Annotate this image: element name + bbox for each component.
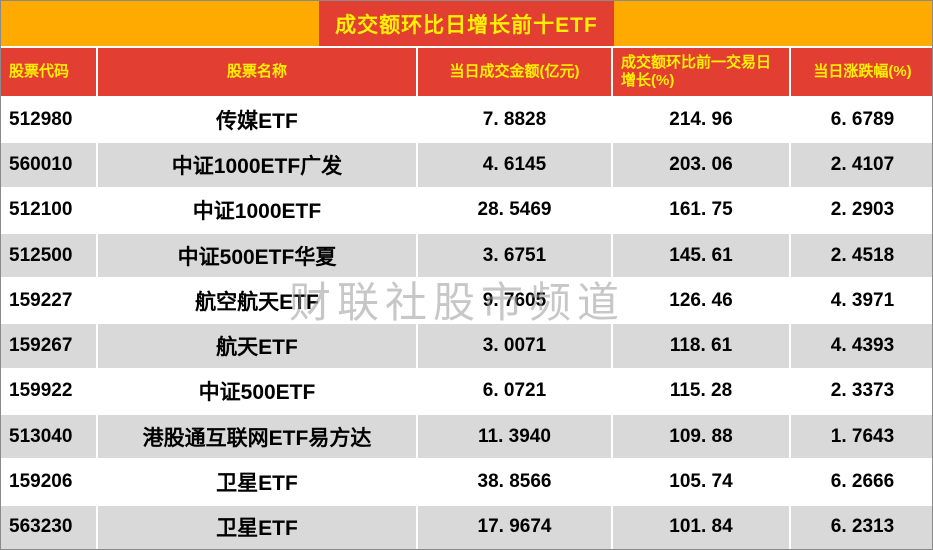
cell-name: 航天ETF <box>98 324 416 368</box>
cell-code: 512980 <box>1 98 96 142</box>
cell-change: 2. 3373 <box>791 369 932 414</box>
cell-change: 6. 6789 <box>791 98 932 142</box>
cell-amount: 7. 8828 <box>418 98 611 142</box>
table-row: 159206 卫星ETF 38. 8566 105. 74 6. 2666 <box>1 460 932 504</box>
cell-change: 2. 2903 <box>791 188 932 232</box>
header-change-pct: 当日涨跌幅(%) <box>791 48 932 96</box>
header-stock-code: 股票代码 <box>1 48 96 96</box>
cell-change: 2. 4518 <box>791 233 932 278</box>
cell-amount: 28. 5469 <box>418 188 611 232</box>
cell-growth: 214. 96 <box>613 98 789 142</box>
table-row: 560010 中证1000ETF广发 4. 6145 203. 06 2. 41… <box>1 143 932 187</box>
cell-code: 513040 <box>1 415 96 459</box>
page-title: 成交额环比日增长前十ETF <box>335 13 598 37</box>
header-daily-amount: 当日成交金额(亿元) <box>418 48 611 96</box>
cell-change: 6. 2666 <box>791 460 932 504</box>
cell-growth: 145. 61 <box>613 233 789 278</box>
cell-change: 1. 7643 <box>791 415 932 459</box>
cell-amount: 9. 7605 <box>418 279 611 323</box>
table-row: 512500 中证500ETF华夏 3. 6751 145. 61 2. 451… <box>1 233 932 278</box>
cell-amount: 3. 0071 <box>418 324 611 368</box>
cell-code: 159267 <box>1 324 96 368</box>
header-growth-pct: 成交额环比前一交易日增长(%) <box>613 48 789 96</box>
cell-amount: 38. 8566 <box>418 460 611 504</box>
cell-code: 512100 <box>1 188 96 232</box>
cell-code: 560010 <box>1 143 96 187</box>
cell-name: 港股通互联网ETF易方达 <box>98 415 416 459</box>
table-row: 159922 中证500ETF 6. 0721 115. 28 2. 3373 <box>1 369 932 414</box>
cell-name: 中证1000ETF <box>98 188 416 232</box>
cell-growth: 161. 75 <box>613 188 789 232</box>
cell-amount: 17. 9674 <box>418 505 611 549</box>
cell-name: 航空航天ETF <box>98 279 416 323</box>
cell-name: 中证1000ETF广发 <box>98 143 416 187</box>
cell-growth: 203. 06 <box>613 143 789 187</box>
cell-name: 中证500ETF <box>98 369 416 414</box>
cell-growth: 101. 84 <box>613 505 789 549</box>
table-body: 512980 传媒ETF 7. 8828 214. 96 6. 6789 560… <box>1 96 932 549</box>
cell-change: 4. 4393 <box>791 324 932 368</box>
table-row: 159227 航空航天ETF 9. 7605 126. 46 4. 3971 <box>1 279 932 323</box>
cell-amount: 6. 0721 <box>418 369 611 414</box>
cell-change: 2. 4107 <box>791 143 932 187</box>
cell-growth: 109. 88 <box>613 415 789 459</box>
cell-name: 传媒ETF <box>98 98 416 142</box>
cell-amount: 4. 6145 <box>418 143 611 187</box>
cell-code: 159227 <box>1 279 96 323</box>
title-bar: 成交额环比日增长前十ETF <box>1 1 932 46</box>
cell-name: 中证500ETF华夏 <box>98 233 416 278</box>
cell-code: 563230 <box>1 505 96 549</box>
table-row: 512980 传媒ETF 7. 8828 214. 96 6. 6789 <box>1 98 932 142</box>
table-row: 513040 港股通互联网ETF易方达 11. 3940 109. 88 1. … <box>1 415 932 459</box>
table-row: 159267 航天ETF 3. 0071 118. 61 4. 4393 <box>1 324 932 368</box>
cell-growth: 118. 61 <box>613 324 789 368</box>
cell-growth: 105. 74 <box>613 460 789 504</box>
cell-code: 159206 <box>1 460 96 504</box>
header-stock-name: 股票名称 <box>98 48 416 96</box>
cell-code: 512500 <box>1 233 96 278</box>
table-row: 563230 卫星ETF 17. 9674 101. 84 6. 2313 <box>1 505 932 549</box>
cell-name: 卫星ETF <box>98 460 416 504</box>
cell-name: 卫星ETF <box>98 505 416 549</box>
table-header-row: 股票代码 股票名称 当日成交金额(亿元) 成交额环比前一交易日增长(%) 当日涨… <box>1 48 932 96</box>
cell-growth: 126. 46 <box>613 279 789 323</box>
cell-code: 159922 <box>1 369 96 414</box>
cell-amount: 11. 3940 <box>418 415 611 459</box>
cell-growth: 115. 28 <box>613 369 789 414</box>
cell-change: 6. 2313 <box>791 505 932 549</box>
cell-change: 4. 3971 <box>791 279 932 323</box>
cell-amount: 3. 6751 <box>418 233 611 278</box>
table-row: 512100 中证1000ETF 28. 5469 161. 75 2. 290… <box>1 188 932 232</box>
title-red-band: 成交额环比日增长前十ETF <box>319 1 614 46</box>
